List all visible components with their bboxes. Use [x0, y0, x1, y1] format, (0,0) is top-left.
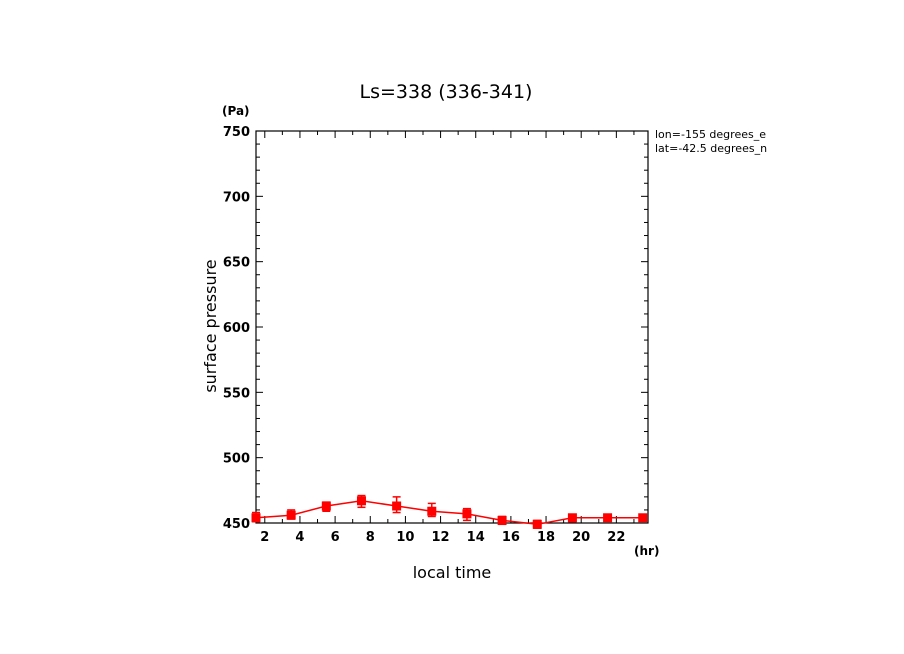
y-tick-label: 700 — [223, 190, 250, 205]
x-axis-title: local time — [413, 563, 492, 582]
y-unit-label: (Pa) — [222, 104, 250, 118]
y-axis-title: surface pressure — [201, 259, 220, 392]
data-point — [392, 501, 402, 511]
data-point — [427, 506, 437, 516]
x-tick-label: 18 — [537, 530, 555, 545]
data-point — [532, 519, 542, 529]
x-tick-label: 2 — [260, 530, 269, 545]
x-tick-label: 4 — [295, 530, 304, 545]
data-point — [603, 513, 613, 523]
y-tick-label: 650 — [223, 256, 250, 271]
data-point — [251, 513, 261, 523]
tick-group: 450 500 550 600 650 700 750 2 4 6 8 10 12 14 16 18 20 22 — [223, 125, 648, 545]
x-tick-label: 6 — [331, 530, 340, 545]
data-point — [462, 509, 472, 519]
series-line — [255, 500, 643, 526]
annotation-lat: lat=-42.5 degrees_n — [655, 142, 767, 155]
x-tick-label: 12 — [432, 530, 450, 545]
data-point — [638, 513, 648, 523]
y-tick-label: 600 — [223, 321, 250, 336]
x-unit-label: (hr) — [634, 544, 659, 558]
data-point — [497, 515, 507, 525]
data-point — [286, 510, 296, 520]
x-tick-label: 14 — [467, 530, 485, 545]
plot-frame — [255, 130, 649, 524]
x-tick-label: 20 — [572, 530, 590, 545]
data-point — [356, 496, 366, 506]
y-tick-label: 550 — [223, 386, 250, 401]
series-group — [251, 494, 648, 529]
x-tick-label: 22 — [607, 530, 625, 545]
y-tick-label: 500 — [223, 452, 250, 467]
annotation-lon: lon=-155 degrees_e — [655, 128, 766, 141]
chart-title: Ls=338 (336-341) — [360, 81, 533, 103]
y-tick-label: 750 — [223, 125, 250, 140]
x-tick-label: 8 — [366, 530, 375, 545]
x-tick-label: 16 — [502, 530, 520, 545]
data-point — [567, 513, 577, 523]
x-tick-label: 10 — [396, 530, 414, 545]
data-point — [321, 501, 331, 511]
y-tick-label: 450 — [223, 517, 250, 532]
